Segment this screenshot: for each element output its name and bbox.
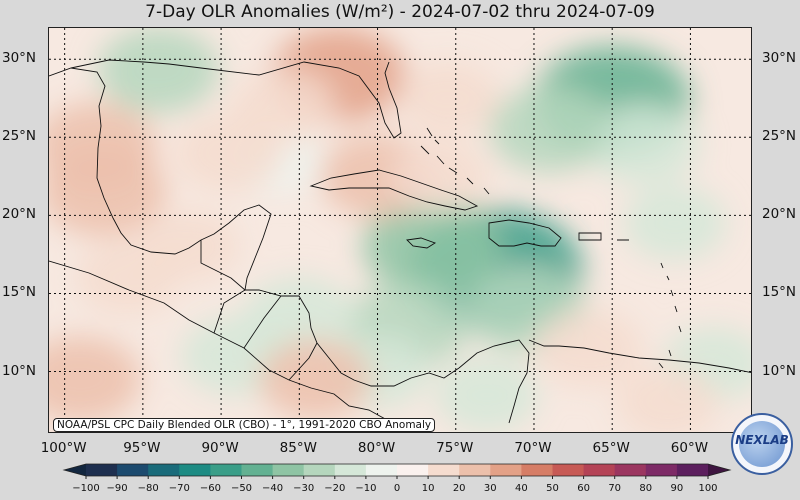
colorbar-tick-label: 20: [452, 483, 466, 494]
anomaly-blob: [587, 105, 700, 186]
colorbar-segment: [117, 464, 149, 476]
lon-label: 70°W: [514, 440, 552, 456]
colorbar-tick-label: 10: [421, 483, 435, 494]
border-central-america: [213, 289, 318, 381]
colorbar-over-arrow: [708, 464, 730, 476]
anomaly-blob: [98, 28, 219, 114]
lon-label: 90°W: [201, 440, 239, 456]
anomaly-blob: [258, 339, 371, 420]
colorbar-tick-label: 100: [698, 483, 718, 494]
lat-label-right: 20°N: [762, 206, 797, 223]
coastline-hispaniola: [488, 219, 562, 247]
colorbar-segment: [272, 464, 305, 476]
colorbar-tick-label: 50: [546, 483, 559, 494]
map-panel: [48, 27, 752, 433]
anomaly-blob: [141, 211, 239, 282]
lat-label-right: 30°N: [762, 50, 797, 67]
colorbar-segment: [490, 464, 522, 476]
colorbar-tick-label: 40: [515, 483, 528, 494]
colorbar-tick-label: 70: [608, 483, 622, 494]
anomaly-blob: [391, 141, 489, 212]
colorbar-segment: [334, 464, 367, 476]
colorbar-tick-label: −30: [293, 483, 315, 494]
anomaly-blob: [49, 336, 141, 423]
coastline-gulf-mexico: [49, 67, 272, 291]
anomaly-blob: [362, 197, 502, 296]
colorbar-tick-label: −60: [199, 483, 221, 494]
colorbar-tick-label: −50: [230, 483, 253, 494]
lon-label: 95°W: [123, 440, 161, 456]
colorbar-tick-label: −100: [72, 483, 100, 494]
nexlab-logo: NEXLAB: [731, 413, 793, 475]
colorbar-segment: [148, 464, 180, 476]
colorbar-segment: [645, 464, 678, 476]
colorbar-tick-label: 60: [577, 483, 590, 494]
anomaly-blob: [623, 186, 727, 261]
colorbar-segment: [86, 464, 118, 476]
coastline-jamaica: [406, 237, 437, 249]
anomaly-blob: [615, 365, 719, 432]
lat-label-right: 10°N: [762, 362, 797, 379]
coastline-cuba: [309, 169, 479, 211]
colorbar-tick-label: −40: [262, 483, 284, 494]
coastline-gulf-north: [70, 59, 402, 139]
colorbar-segment: [676, 464, 709, 476]
colorbar-segment: [583, 464, 616, 476]
lat-label-left: 30°N: [2, 50, 37, 67]
anomaly-blob: [396, 61, 500, 136]
colorbar-tick-label: −70: [168, 483, 190, 494]
lon-label: 80°W: [357, 440, 396, 456]
colorbar-segment: [459, 464, 491, 476]
lon-label: 65°W: [592, 440, 630, 456]
lon-label: 75°W: [436, 440, 474, 456]
coastline-puerto-rico: [578, 232, 602, 241]
lat-label-left: 15°N: [2, 284, 37, 301]
lat-label-right: 15°N: [762, 284, 797, 301]
colorbar-segment: [614, 464, 647, 476]
colorbar-tick-label: 30: [483, 483, 497, 494]
lon-label: 85°W: [279, 440, 317, 456]
map-title: 7-Day OLR Anomalies (W/m²) - 2024-07-02 …: [145, 2, 655, 22]
colorbar-tick-label: −10: [355, 483, 377, 494]
colorbar-under-arrow: [64, 464, 86, 476]
anomaly-blob: [489, 86, 611, 173]
colorbar: [62, 463, 732, 479]
colorbar-segment: [397, 464, 429, 476]
colorbar-tick-label: 90: [670, 483, 684, 494]
colorbar-tick-label: 80: [639, 483, 653, 494]
colorbar-segment: [521, 464, 553, 476]
colorbar-segment: [365, 464, 398, 476]
lat-label-right: 25°N: [762, 128, 797, 145]
colorbar-segment: [428, 464, 460, 476]
lat-label-left: 10°N: [2, 362, 37, 379]
colorbar-segment: [179, 464, 211, 476]
colorbar-tick-label: −80: [137, 483, 159, 494]
colorbar-tick-label: 0: [393, 483, 401, 494]
graticule: [49, 28, 751, 432]
anomaly-map: [49, 28, 751, 432]
coastline-lesser-antilles: [617, 239, 682, 369]
anomaly-blob: [49, 102, 157, 189]
lon-label: 60°W: [670, 440, 709, 456]
source-note: NOAA/PSL CPC Daily Blended OLR (CBO) - 1…: [53, 418, 436, 432]
colorbar-segment: [241, 464, 274, 476]
colorbar-segment: [552, 464, 585, 476]
colorbar-tick-label: −20: [324, 483, 346, 494]
anomaly-blob: [232, 69, 336, 144]
lat-label-left: 25°N: [2, 128, 37, 145]
coastline-bahamas: [420, 127, 490, 195]
colorbar-segment: [210, 464, 242, 476]
colorbar-segment: [303, 464, 336, 476]
lon-label: 100°W: [40, 440, 87, 456]
coastline-south-america: [458, 339, 751, 424]
anomaly-blob: [435, 357, 539, 432]
colorbar-tick-label: −90: [106, 483, 128, 494]
logo-text: NEXLAB: [735, 433, 789, 447]
logo-globe: [739, 421, 785, 467]
anomaly-blob: [534, 309, 643, 387]
coastline-caribbean-isthmus: [245, 289, 460, 387]
anomaly-shading: [49, 28, 751, 432]
lat-label-left: 20°N: [2, 206, 37, 223]
